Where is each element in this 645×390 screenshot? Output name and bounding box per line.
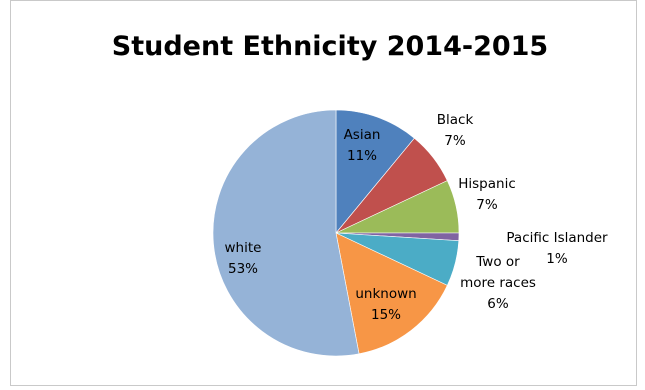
pie-slices <box>212 109 460 357</box>
slice-label-black: Black 7% <box>437 112 474 149</box>
slice-label-hispanic: Hispanic 7% <box>458 176 516 213</box>
pie-slice-asian <box>335 109 415 234</box>
slice-label-unknown: unknown 15% <box>355 286 416 323</box>
slice-label-two-or-more-races: Two or more races 6% <box>460 254 536 312</box>
pie-labels: Asian 11% Black 7% Hispanic 7% Pacific Islande… <box>225 112 609 323</box>
slice-label-asian: Asian 11% <box>344 127 381 164</box>
slice-label-white: white 53% <box>225 240 262 277</box>
chart-title: Student Ethnicity 2014-2015 <box>112 31 548 62</box>
pie-slice-unknown <box>335 232 448 355</box>
slice-label-pacific-islander: Pacific Islander 1% <box>506 230 608 267</box>
pie-slice-white <box>212 109 360 357</box>
